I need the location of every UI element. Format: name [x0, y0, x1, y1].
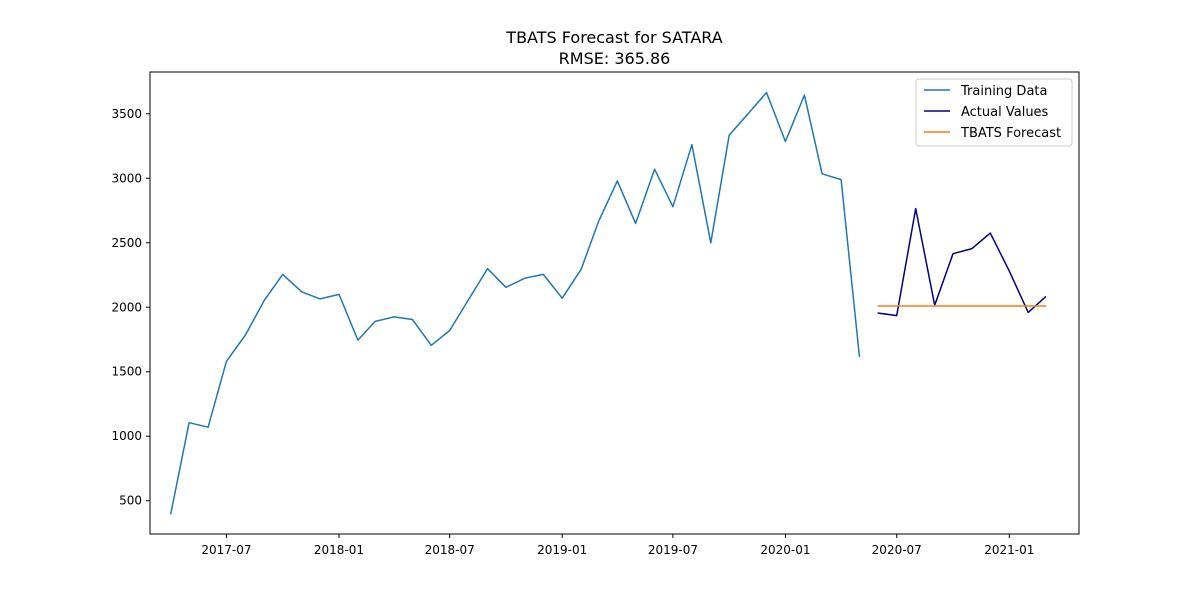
x-tick-label: 2018-01 — [314, 543, 364, 557]
legend-box — [915, 78, 1073, 147]
legend-label: Training Data — [960, 84, 1047, 99]
series-layer — [169, 91, 1047, 515]
series-line-1 — [877, 207, 1047, 317]
x-tick-label: 2018-07 — [425, 543, 475, 557]
y-tick-label: 2000 — [111, 300, 142, 314]
x-tick-label: 2020-01 — [760, 543, 810, 557]
y-tick-label: 2500 — [111, 236, 142, 250]
chart-title: TBATS Forecast for SATARA — [505, 28, 722, 47]
legend-label: TBATS Forecast — [960, 126, 1061, 141]
y-tick-label: 500 — [119, 494, 142, 508]
y-tick-label: 1000 — [111, 429, 142, 443]
x-tick-label: 2021-01 — [984, 543, 1034, 557]
x-tick-label: 2020-07 — [872, 543, 922, 557]
plot-frame — [149, 71, 1080, 535]
series-line-0 — [169, 91, 861, 515]
y-tick-label: 1500 — [111, 365, 142, 379]
y-axis: 500 1000 1500 2000 2500 3000 3500 — [111, 107, 150, 508]
legend: Training Data Actual Values TBATS Forecast — [915, 78, 1073, 147]
y-tick-label: 3500 — [111, 107, 142, 121]
x-tick-label: 2017-07 — [201, 543, 251, 557]
y-tick-label: 3000 — [111, 171, 142, 185]
chart-subtitle: RMSE: 365.86 — [559, 49, 671, 68]
x-tick-label: 2019-07 — [648, 543, 698, 557]
legend-label: Actual Values — [961, 105, 1049, 120]
x-tick-label: 2019-01 — [537, 543, 587, 557]
x-axis: 2017-07 2018-01 2018-07 2019-01 2019-07 2020-… — [201, 534, 1034, 557]
